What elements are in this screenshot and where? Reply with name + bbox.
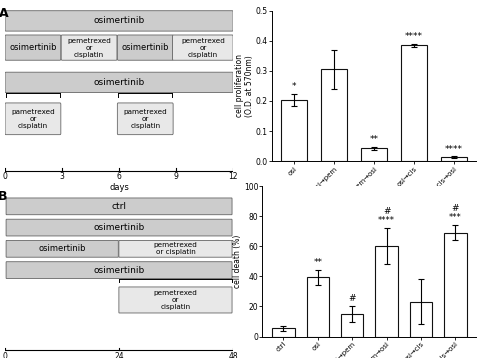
Text: *: * — [292, 82, 296, 91]
Text: 9: 9 — [174, 172, 179, 181]
Text: osimertinib: osimertinib — [93, 266, 145, 275]
Bar — [444, 233, 467, 337]
Text: ctrl: ctrl — [112, 202, 126, 211]
Text: 48: 48 — [228, 352, 238, 358]
FancyBboxPatch shape — [117, 103, 173, 135]
Y-axis label: cell proliferation
(O.D. at 570nm): cell proliferation (O.D. at 570nm) — [235, 54, 255, 117]
FancyBboxPatch shape — [5, 35, 61, 60]
Text: 24: 24 — [114, 352, 124, 358]
Text: osimertinib: osimertinib — [93, 16, 145, 25]
Text: #: # — [451, 204, 459, 213]
Text: pametrexed
or
cisplatin: pametrexed or cisplatin — [123, 109, 167, 129]
Text: A: A — [0, 7, 9, 20]
Bar — [321, 69, 347, 161]
Text: ****: **** — [405, 33, 423, 42]
Text: 0: 0 — [2, 352, 7, 358]
FancyBboxPatch shape — [5, 72, 233, 93]
Bar — [361, 148, 387, 161]
Text: pemetrexed
or
cisplatin: pemetrexed or cisplatin — [154, 290, 197, 310]
Bar — [410, 302, 432, 337]
Bar — [281, 100, 307, 161]
Text: ****: **** — [445, 145, 463, 154]
FancyBboxPatch shape — [119, 241, 232, 257]
Text: osimertinib: osimertinib — [9, 43, 57, 52]
FancyBboxPatch shape — [119, 287, 232, 313]
Text: 3: 3 — [59, 172, 65, 181]
Text: pemetrexed
or
cisplatin: pemetrexed or cisplatin — [181, 38, 225, 58]
Text: osimertinib: osimertinib — [93, 223, 145, 232]
Text: osimertinib: osimertinib — [122, 43, 169, 52]
Text: #: # — [383, 207, 390, 216]
Bar — [375, 246, 398, 337]
FancyBboxPatch shape — [117, 35, 173, 60]
Text: 12: 12 — [228, 172, 238, 181]
Text: **: ** — [370, 135, 379, 144]
Bar — [307, 277, 329, 337]
Text: ****: **** — [378, 216, 395, 225]
FancyBboxPatch shape — [6, 241, 118, 257]
Text: #: # — [348, 294, 356, 304]
FancyBboxPatch shape — [61, 35, 117, 60]
Y-axis label: cell death (%): cell death (%) — [233, 234, 243, 288]
Text: 6: 6 — [117, 172, 122, 181]
FancyBboxPatch shape — [5, 11, 233, 31]
Text: ***: *** — [449, 213, 462, 222]
FancyBboxPatch shape — [6, 219, 232, 236]
FancyBboxPatch shape — [6, 262, 232, 279]
Text: pemetrexed
or cisplatin: pemetrexed or cisplatin — [154, 242, 197, 255]
Text: pemetrexed
or
cisplatin: pemetrexed or cisplatin — [67, 38, 111, 58]
Text: pametrexed
or
cisplatin: pametrexed or cisplatin — [11, 109, 55, 129]
Text: osimertinib: osimertinib — [93, 78, 145, 87]
Text: days: days — [109, 183, 129, 192]
Text: B: B — [0, 190, 7, 203]
Text: 0: 0 — [2, 172, 7, 181]
Text: osimertinib: osimertinib — [38, 245, 86, 253]
FancyBboxPatch shape — [5, 103, 61, 135]
Bar — [441, 157, 467, 161]
Bar — [401, 45, 427, 161]
FancyBboxPatch shape — [6, 198, 232, 215]
FancyBboxPatch shape — [173, 35, 233, 60]
Bar — [272, 328, 295, 337]
Bar — [341, 314, 364, 337]
Text: **: ** — [313, 258, 322, 267]
